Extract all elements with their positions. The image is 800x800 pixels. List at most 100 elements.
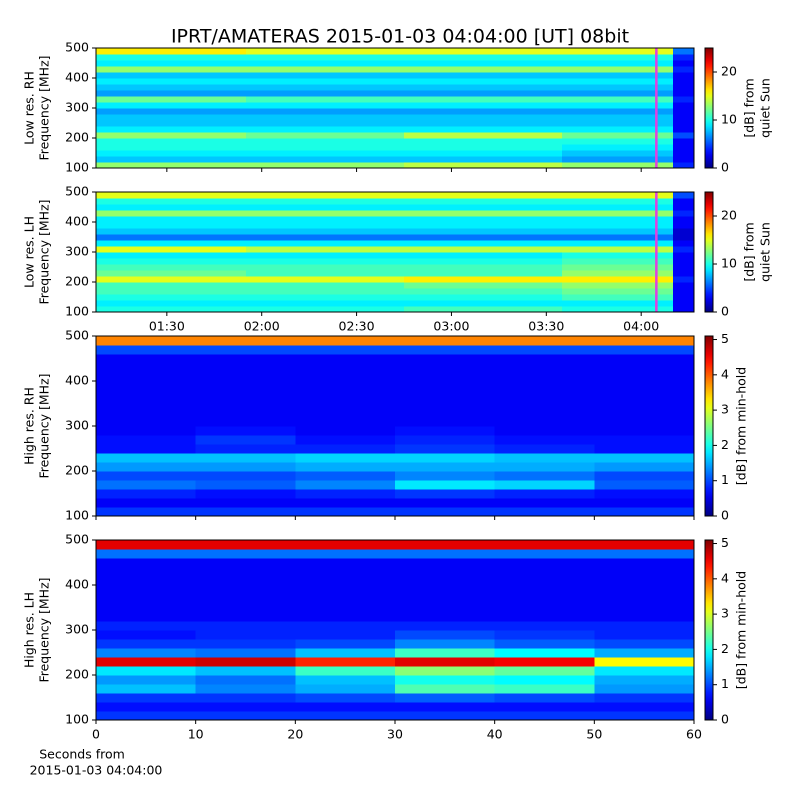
heatmap-cell <box>494 621 595 631</box>
heatmap-cell <box>96 363 197 373</box>
heatmap-cell <box>245 210 405 217</box>
heatmap-cell <box>562 222 674 229</box>
heatmap-cell <box>395 603 496 613</box>
heatmap-cell <box>594 498 695 508</box>
heatmap-cell <box>395 540 496 550</box>
heatmap-cell <box>404 216 563 223</box>
heatmap-cell <box>96 648 197 658</box>
heatmap-cell <box>245 222 405 229</box>
heatmap-cell <box>404 48 563 55</box>
heatmap-cell <box>295 567 396 577</box>
heatmap-cell <box>395 675 496 685</box>
x-tick-label: 0 <box>92 727 100 742</box>
heatmap-cell <box>96 204 247 211</box>
x-tick-label: 03:30 <box>528 319 564 334</box>
heatmap-cell <box>562 150 674 157</box>
heatmap-cell <box>594 657 695 667</box>
heatmap-cell <box>562 306 674 313</box>
heatmap-cell <box>96 48 247 55</box>
y-tick-label: 200 <box>65 463 89 478</box>
colorbar <box>704 47 714 169</box>
x-tick-label: 03:00 <box>433 319 469 334</box>
heatmap-cell <box>494 417 595 427</box>
heatmap-cell <box>404 162 563 169</box>
heatmap-cell <box>295 693 396 703</box>
x-tick-label: 20 <box>287 727 303 742</box>
heatmap-cell <box>494 648 595 658</box>
heatmap-cell <box>672 84 695 91</box>
heatmap-cell <box>594 444 695 454</box>
heatmap-cell <box>594 390 695 400</box>
heatmap-cell <box>295 498 396 508</box>
heatmap-cell <box>594 612 695 622</box>
heatmap-cell <box>404 240 563 247</box>
heatmap-cell <box>395 354 496 364</box>
heatmap-cell <box>96 66 247 73</box>
heatmap-cell <box>195 435 296 445</box>
heatmap-cell <box>404 222 563 229</box>
heatmap-cell <box>395 576 496 586</box>
heatmap-cell <box>594 507 695 517</box>
colorbar-tick-label: 3 <box>721 402 729 417</box>
heatmap-cell <box>295 462 396 472</box>
heatmap-cell <box>395 363 496 373</box>
heatmap-cell <box>245 84 405 91</box>
heatmap-cell <box>672 78 695 85</box>
heatmap-cell <box>562 240 674 247</box>
heatmap-cell <box>562 162 674 169</box>
heatmap-cell <box>404 198 563 205</box>
heatmap-cell <box>672 192 695 199</box>
heatmap-cell <box>562 288 674 295</box>
heatmap-cell <box>594 630 695 640</box>
heatmap-cell <box>195 684 296 694</box>
heatmap-cell <box>494 336 595 346</box>
heatmap-cell <box>404 276 563 283</box>
heatmap-cell <box>96 72 247 79</box>
heatmap-cell <box>295 471 396 481</box>
y-tick-label: 400 <box>65 373 89 388</box>
heatmap-cell <box>395 639 496 649</box>
heatmap-cell <box>562 120 674 127</box>
heatmap-cell <box>494 471 595 481</box>
colorbar-tick-label: 10 <box>721 256 737 271</box>
heatmap-cell <box>562 114 674 121</box>
heatmap-cell <box>195 621 296 631</box>
heatmap-cell <box>562 138 674 145</box>
heatmap-cell <box>594 408 695 418</box>
heatmap-cell <box>96 120 247 127</box>
heatmap-cell <box>195 549 296 559</box>
heatmap-cell <box>295 549 396 559</box>
heatmap-cell <box>96 246 247 253</box>
heatmap-cell <box>562 54 674 61</box>
heatmap-cell <box>395 489 496 499</box>
heatmap-cell <box>96 144 247 151</box>
heatmap-cell <box>494 408 595 418</box>
heatmap-cell <box>245 114 405 121</box>
heatmap-cell <box>494 498 595 508</box>
heatmap-cell <box>494 612 595 622</box>
heatmap-cell <box>245 294 405 301</box>
heatmap-cell <box>96 294 247 301</box>
heatmap-cell <box>96 78 247 85</box>
heatmap-cell <box>672 264 695 271</box>
heatmap-cell <box>195 693 296 703</box>
heatmap-cell <box>295 648 396 658</box>
heatmap-cell <box>245 240 405 247</box>
heatmap-cell <box>245 234 405 241</box>
colorbar-tick-label: 5 <box>721 535 729 550</box>
heatmap-cell <box>404 84 563 91</box>
heatmap-cell <box>594 399 695 409</box>
heatmap-cell <box>245 192 405 199</box>
heatmap-cell <box>404 192 563 199</box>
y-tick-label: 100 <box>65 160 89 175</box>
heatmap-cell <box>562 300 674 307</box>
heatmap-cell <box>562 84 674 91</box>
y-tick-label: 300 <box>65 418 89 433</box>
heatmap-cell <box>96 60 247 67</box>
heatmap-cell <box>562 270 674 277</box>
heatmap-cell <box>494 354 595 364</box>
heatmap-cell <box>295 390 396 400</box>
heatmap-cell <box>494 549 595 559</box>
heatmap-cell <box>96 228 247 235</box>
heatmap-cell <box>96 192 247 199</box>
